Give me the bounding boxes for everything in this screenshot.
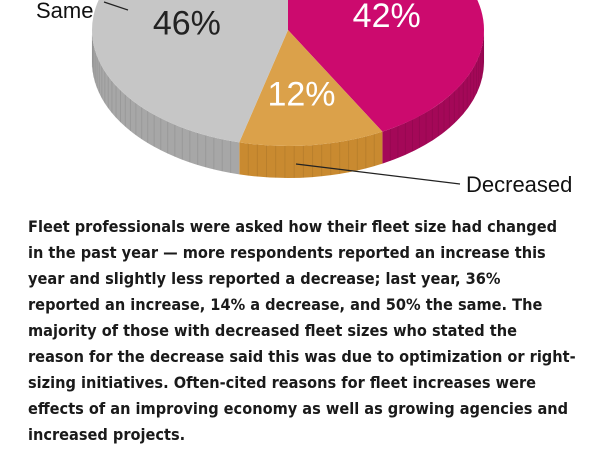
pie-labels: 42% 12% 46% — [153, 0, 421, 113]
data-label-same: 46% — [153, 4, 221, 42]
pie-side-same — [92, 30, 240, 175]
leader-line-same — [103, 1, 129, 11]
pie-slice-increased — [288, 0, 484, 132]
pie-slice-decreased — [239, 30, 383, 147]
category-label-same: Same — [36, 0, 93, 23]
pie-tops — [92, 0, 484, 147]
pie-chart: 42% 12% 46% Same Decreased — [0, 0, 600, 205]
chart-caption: Fleet professionals were asked how their… — [28, 217, 576, 444]
pie-side-decreased — [239, 131, 383, 179]
category-label-decreased: Decreased — [466, 172, 572, 197]
data-label-decreased: 12% — [267, 75, 335, 113]
pie-slice-same — [92, 0, 288, 143]
leader-line-decreased — [295, 163, 461, 185]
pie-chart-svg: 42% 12% 46% Same Decreased — [36, 0, 572, 197]
pie-side-increased — [382, 30, 484, 164]
pie-sides — [91, 30, 485, 179]
data-label-increased: 42% — [353, 0, 421, 35]
